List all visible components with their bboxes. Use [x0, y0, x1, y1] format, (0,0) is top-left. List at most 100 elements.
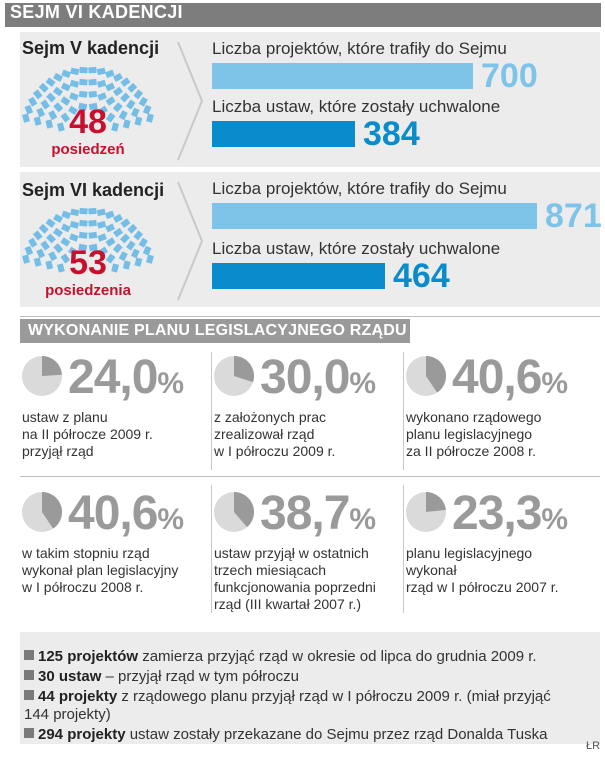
term-vi-laws-label: Liczba ustaw, które zostały uchwalone — [212, 239, 501, 258]
hemicycle-graphics — [22, 41, 204, 301]
hemicycle-seat — [32, 230, 43, 241]
bar-term-vi-laws — [212, 263, 385, 289]
hemicycle-seat — [105, 112, 116, 123]
hemicycle-seat — [60, 253, 71, 264]
author-credit: ŁR — [586, 740, 601, 752]
hemicycle-seat — [79, 219, 88, 227]
hemicycle-seat — [61, 69, 72, 79]
plan-percent-value: 40,6% — [452, 351, 568, 404]
hemicycle-seat — [97, 233, 107, 242]
hemicycle-seat — [98, 105, 108, 116]
hemicycle-seat — [53, 72, 64, 82]
hemicycle-seat — [127, 82, 138, 93]
hemicycle-seat — [28, 96, 38, 107]
hemicycle-seat — [69, 79, 80, 88]
hemicycle-seat — [79, 207, 88, 215]
hemicycle-seat — [96, 79, 107, 88]
hemicycle-seat — [88, 90, 98, 98]
bar-value-term-vi-projects: 871 — [545, 197, 602, 235]
hemicycle-seat — [126, 240, 136, 251]
hemicycle-seat — [146, 113, 154, 123]
plan-divider — [211, 352, 212, 470]
hemicycle-seat — [61, 210, 72, 220]
hemicycle-seat — [40, 99, 50, 110]
plan-divider — [403, 352, 404, 470]
bar-value-term-v-laws: 384 — [363, 115, 420, 153]
hemicycle-seat — [111, 263, 120, 273]
hemicycle-seat — [68, 246, 78, 257]
plan-percent-value: 30,0% — [260, 351, 376, 404]
hemicycle-seat — [120, 218, 131, 228]
hemicycle-seat — [38, 82, 49, 93]
hemicycle-seat — [24, 245, 34, 256]
hemicycle-seat — [127, 223, 138, 234]
hemicycle-seat — [88, 78, 97, 86]
term-vi-title: Sejm VI kadencji — [22, 180, 165, 200]
hemicycle-seat — [105, 237, 116, 247]
plan-percent-value: 40,6% — [68, 487, 184, 540]
plan-description: ustaw przyjął w ostatnich trzech miesiąca… — [214, 545, 376, 612]
term-v-projects-label: Liczba projektów, które trafiły do Sejmu — [212, 39, 507, 58]
hemicycle-seat — [36, 107, 46, 118]
hemicycle-seat — [112, 102, 123, 113]
note-item: 30 ustaw – przyjął rząd w tym półroczu — [24, 668, 584, 686]
hemicycle-icon — [22, 66, 154, 132]
plan-divider — [211, 485, 212, 613]
hemicycle-seat — [97, 92, 107, 101]
hemicycle-seat — [24, 104, 34, 115]
header-bar — [5, 3, 601, 27]
hemicycle-seat — [28, 237, 38, 248]
hemicycle-seat — [36, 248, 46, 259]
hemicycle-seat — [46, 92, 56, 103]
hemicycle-seat — [96, 67, 106, 76]
plan-row-divider — [20, 476, 600, 477]
hemicycle-seat — [146, 254, 154, 264]
hemicycle-seat — [53, 243, 64, 254]
hemicycle-seat — [105, 82, 116, 92]
hemicycle-seat — [53, 102, 64, 113]
hemicycle-seat — [126, 99, 136, 110]
pie-slice — [42, 356, 62, 376]
hemicycle-seat — [69, 233, 79, 242]
term-v-title: Sejm V kadencji — [22, 38, 160, 58]
term-vi-projects-label: Liczba projektów, które trafiły do Sejmu — [212, 179, 507, 198]
hemicycle-seat — [78, 102, 88, 111]
hemicycle-seat — [60, 223, 71, 233]
hemicycle-seat — [78, 90, 88, 98]
bar-value-term-v-projects: 700 — [481, 57, 538, 95]
hemicycle-seat — [130, 107, 140, 118]
hemicycle-seat — [120, 233, 130, 244]
hemicycle-seat — [33, 116, 42, 126]
term-v-laws-label: Liczba ustaw, które zostały uchwalone — [212, 97, 501, 116]
hemicycle-seat — [142, 245, 152, 256]
hemicycle-seat — [138, 237, 148, 248]
note-item: 44 projekty z rządowego planu przyjął rz… — [24, 688, 551, 723]
bullet-square-icon — [24, 650, 34, 660]
hemicycle-seat — [120, 92, 130, 103]
pie-slice — [234, 492, 254, 528]
term-vi-sessions-label: posiedzenia — [45, 282, 131, 299]
hemicycle-seat — [48, 110, 58, 121]
hemicycle-seat — [78, 231, 88, 239]
hemicycle-seat — [112, 243, 123, 254]
page-title: SEJM VI KADENCJI — [10, 2, 183, 22]
hemicycle-seat — [88, 243, 98, 252]
hemicycle-seat — [52, 227, 63, 238]
hemicycle-icon — [22, 207, 154, 273]
hemicycle-seat — [133, 230, 144, 241]
hemicycle-seat — [79, 78, 88, 86]
hemicycle-seat — [40, 240, 50, 251]
hemicycle-seat — [69, 92, 79, 101]
term-v-sessions-label: posiedzeń — [51, 141, 125, 158]
hemicycle-seat — [22, 254, 30, 264]
hemicycle-seat — [45, 119, 54, 129]
hemicycle-seat — [112, 72, 123, 82]
notes-panel — [20, 632, 600, 744]
plan-title-box — [20, 319, 410, 343]
hemicycle-seat — [130, 248, 140, 259]
term-v-sessions: 48 — [69, 103, 107, 141]
hemicycle-seat — [60, 237, 71, 247]
plan-description: planu legislacyjnego wykonał rząd w I pół… — [406, 545, 559, 595]
hemicycle-seat — [69, 220, 80, 229]
plan-percent-value: 38,7% — [260, 487, 376, 540]
